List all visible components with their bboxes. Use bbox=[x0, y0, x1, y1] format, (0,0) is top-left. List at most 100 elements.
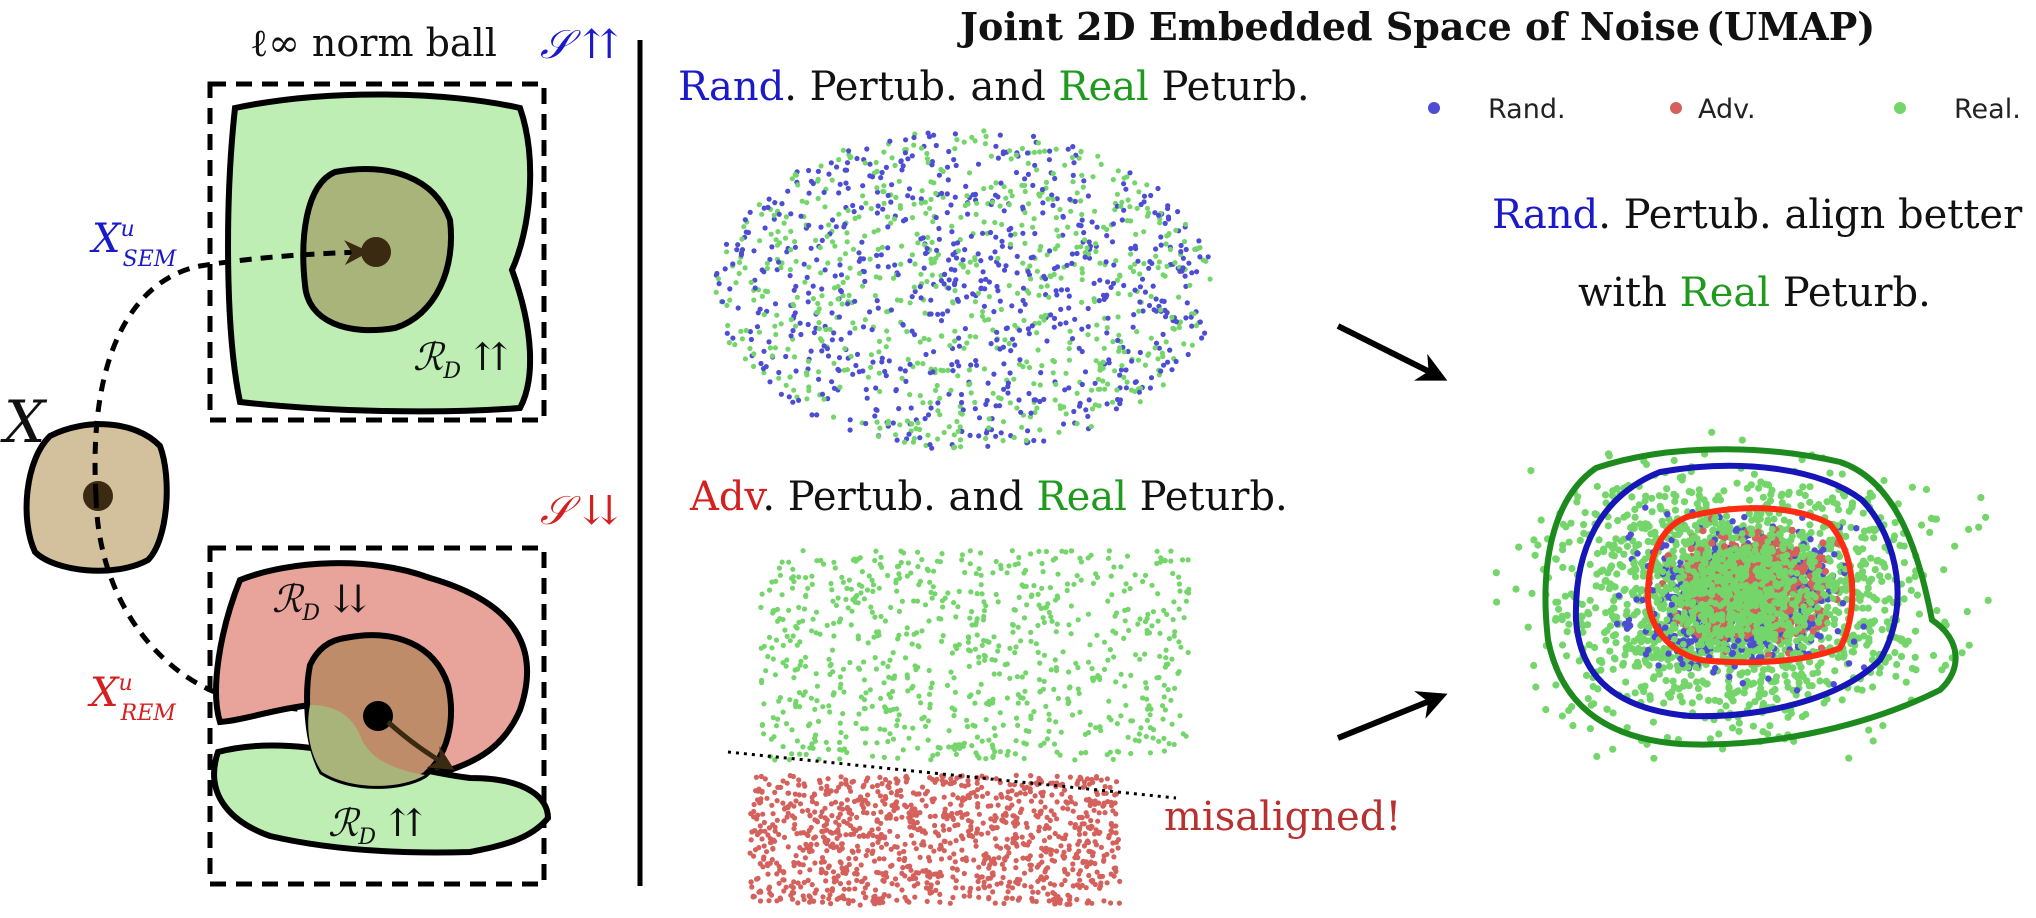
adv-point bbox=[955, 795, 961, 801]
real-point bbox=[959, 557, 965, 563]
real-point bbox=[1722, 512, 1731, 520]
adv-point bbox=[976, 811, 983, 817]
real-point bbox=[1730, 689, 1739, 697]
adv-point bbox=[947, 840, 953, 846]
adv-point bbox=[960, 836, 966, 842]
real-point bbox=[808, 695, 815, 701]
real-point bbox=[1026, 364, 1033, 371]
adv-point bbox=[881, 856, 887, 862]
rand-point bbox=[1009, 303, 1015, 309]
adv-point bbox=[1104, 776, 1110, 782]
real-point bbox=[895, 755, 901, 761]
rand-point bbox=[1071, 408, 1077, 415]
adv-point bbox=[1048, 808, 1054, 814]
real-point bbox=[1181, 238, 1188, 245]
adv-point bbox=[950, 792, 956, 798]
real-point bbox=[967, 548, 973, 554]
adv-point bbox=[975, 878, 981, 885]
adv-point bbox=[1054, 799, 1060, 805]
rand-point bbox=[940, 311, 946, 317]
real-point bbox=[1172, 260, 1178, 266]
adv-point bbox=[985, 854, 992, 861]
adv-point bbox=[1010, 840, 1016, 846]
real-point bbox=[1056, 429, 1062, 435]
rand-point bbox=[806, 190, 812, 196]
rand-point bbox=[976, 415, 983, 421]
rand-point bbox=[860, 183, 866, 189]
real-point bbox=[761, 731, 767, 737]
real-point bbox=[1035, 140, 1041, 146]
real-point bbox=[927, 701, 933, 707]
real-point bbox=[902, 655, 909, 661]
real-point bbox=[907, 300, 913, 306]
rand-point bbox=[758, 360, 764, 367]
real-point bbox=[1034, 330, 1040, 336]
real-point bbox=[983, 756, 989, 762]
real-point bbox=[932, 591, 938, 597]
real-point bbox=[981, 599, 987, 605]
real-point bbox=[912, 261, 918, 267]
real-point bbox=[978, 681, 984, 687]
real-point bbox=[1034, 167, 1040, 173]
adv-point bbox=[1062, 877, 1068, 884]
real-point bbox=[989, 700, 995, 706]
real-point bbox=[800, 744, 806, 750]
real-point bbox=[1048, 614, 1054, 620]
real-point bbox=[1032, 409, 1038, 416]
rd-top-label: ℛD ⇈ bbox=[413, 335, 508, 384]
real-point bbox=[1130, 268, 1137, 275]
real-point bbox=[783, 382, 789, 388]
real-point bbox=[778, 264, 784, 271]
rand-point bbox=[1115, 337, 1121, 343]
real-point bbox=[892, 673, 898, 679]
adv-point bbox=[807, 894, 813, 900]
real-point bbox=[1600, 546, 1608, 554]
real-point bbox=[953, 751, 960, 758]
rand-point bbox=[735, 242, 741, 248]
rand-point bbox=[1136, 389, 1142, 395]
real-point bbox=[877, 726, 883, 732]
rand-point bbox=[867, 161, 873, 167]
adv-point bbox=[973, 838, 979, 844]
adv-point bbox=[1046, 898, 1052, 904]
adv-point bbox=[903, 774, 909, 780]
adv-point bbox=[839, 841, 845, 847]
real-point bbox=[1841, 584, 1849, 593]
adv-point bbox=[875, 826, 882, 832]
real-point bbox=[1144, 182, 1150, 188]
rand-point bbox=[953, 255, 960, 261]
adv-point bbox=[888, 846, 894, 852]
rand-point bbox=[1041, 273, 1047, 279]
rand-point bbox=[1085, 413, 1091, 419]
real-point bbox=[1608, 491, 1616, 500]
real-point bbox=[797, 662, 803, 668]
real-point bbox=[1114, 387, 1120, 393]
rand-point bbox=[1017, 308, 1024, 314]
real-point bbox=[998, 562, 1004, 568]
adv-point bbox=[823, 821, 830, 827]
rand-point bbox=[1082, 369, 1089, 375]
adv-point bbox=[765, 871, 771, 877]
adv-point bbox=[857, 825, 863, 831]
adv-point bbox=[758, 773, 765, 780]
rand-point bbox=[772, 301, 779, 307]
adv-point bbox=[789, 813, 796, 819]
rand-point bbox=[786, 394, 792, 400]
real-point bbox=[853, 720, 859, 727]
rand-point bbox=[988, 341, 994, 347]
real-point bbox=[774, 312, 780, 318]
rand-point bbox=[1111, 262, 1117, 268]
real-point bbox=[1150, 735, 1156, 741]
real-point bbox=[986, 639, 992, 645]
real-point bbox=[1019, 582, 1025, 588]
real-point bbox=[922, 199, 929, 205]
adv-point bbox=[758, 828, 764, 834]
real-point bbox=[817, 245, 823, 251]
rand-point bbox=[1037, 398, 1043, 405]
rand-point bbox=[874, 189, 881, 195]
adv-point bbox=[784, 814, 790, 820]
adv-point bbox=[822, 815, 828, 821]
real-point bbox=[965, 639, 972, 645]
real-point bbox=[988, 153, 995, 159]
adv-point bbox=[796, 777, 802, 783]
